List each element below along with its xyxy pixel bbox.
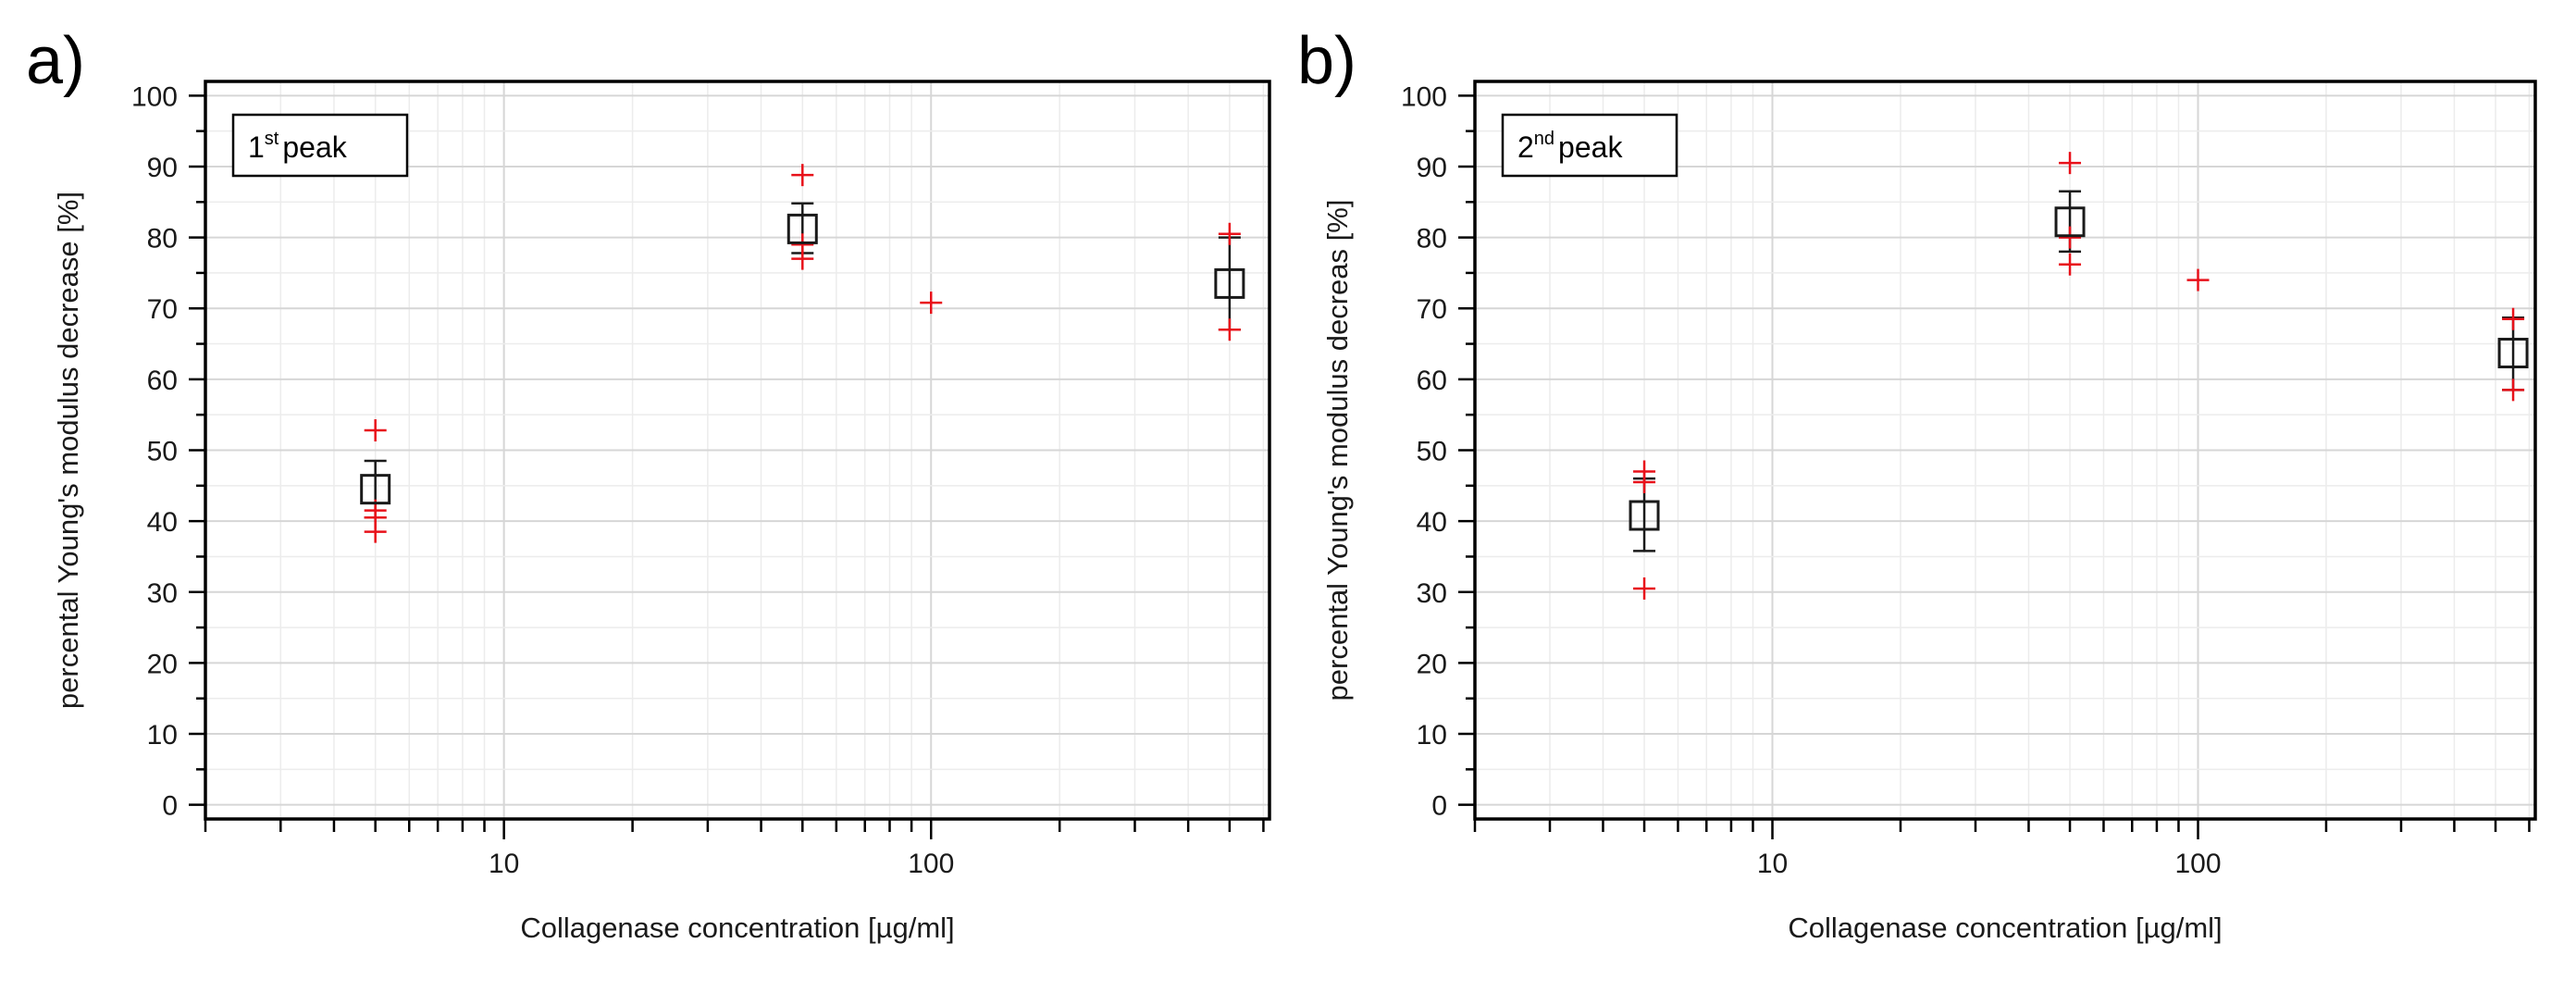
- x-tick-label: 100: [908, 849, 954, 879]
- panel-b-raw-point-8: [2502, 307, 2525, 330]
- panel-a-y-axis-title: percental Young's modulus decrease [%]: [52, 192, 84, 709]
- panel-b-legend-box: 2nd peak: [1501, 113, 1678, 178]
- y-tick-label: 20: [147, 649, 178, 679]
- panel-a-mean-point-2: [786, 213, 818, 244]
- y-tick-label: 50: [147, 437, 178, 467]
- y-tick-label: 10: [147, 720, 178, 751]
- y-tick-label: 50: [1417, 437, 1447, 467]
- y-tick-label: 30: [147, 578, 178, 609]
- panel-b-legend-suffix: peak: [1558, 130, 1623, 164]
- y-tick-label: 100: [1401, 81, 1447, 112]
- panel-a-legend-box: 1st peak: [231, 113, 409, 178]
- y-tick-label: 100: [131, 81, 178, 112]
- y-tick-label: 20: [1417, 649, 1447, 679]
- panel-a: a) 10 100 0 10 20 30 40 50 60 70 80 90 100 1st peak C…: [26, 24, 1271, 944]
- x-tick-label: 10: [489, 849, 519, 879]
- panel-a-legend-superscript: st: [265, 129, 279, 149]
- y-tick-label: 30: [1417, 578, 1447, 609]
- panel-b-raw-point-5: [2059, 226, 2082, 249]
- panel-a-raw-point-9: [1218, 222, 1241, 245]
- y-tick-label: 70: [147, 294, 178, 325]
- y-tick-label: 10: [1417, 720, 1447, 751]
- panel-b-mean-point-3: [2497, 338, 2529, 369]
- panel-b-raw-point-2: [1633, 470, 1656, 493]
- x-tick-label: 10: [1757, 849, 1788, 879]
- panel-b-mean-point-1: [1629, 500, 1660, 531]
- panel-b-raw-point-6: [2059, 253, 2082, 276]
- panel-a-legend-number: 1: [248, 130, 265, 164]
- panel-b-raw-point-9: [2502, 378, 2525, 402]
- panel-b-letter: b): [1297, 24, 1356, 98]
- panel-a-mean-point-1: [360, 474, 391, 505]
- panel-b-raw-point-4: [2059, 152, 2082, 175]
- y-tick-label: 70: [1417, 294, 1447, 325]
- panel-b-legend-superscript: nd: [1534, 129, 1554, 149]
- panel-b-y-axis-title: percental Young's modulus decreas [%]: [1321, 200, 1354, 701]
- y-tick-label: 40: [147, 507, 178, 538]
- panel-a-x-axis-title: Collagenase concentration [µg/ml]: [520, 912, 954, 944]
- y-tick-label: 80: [147, 224, 178, 254]
- panel-a-raw-point-4: [364, 520, 387, 543]
- panel-a-raw-point-8: [920, 292, 943, 315]
- panel-a-grid: [204, 81, 1269, 819]
- y-tick-label: 60: [1417, 366, 1447, 396]
- panel-a-raw-point-5: [791, 164, 814, 187]
- x-tick-label: 100: [2174, 849, 2221, 879]
- panel-a-mean-point-3: [1214, 267, 1245, 299]
- y-tick-label: 60: [147, 366, 178, 396]
- panel-b-legend-number: 2: [1517, 130, 1534, 164]
- panel-b-x-axis-title: Collagenase concentration [µg/ml]: [1788, 912, 2222, 944]
- y-tick-label: 80: [1417, 224, 1447, 254]
- panel-a-letter: a): [26, 24, 85, 98]
- panel-b-raw-point-7: [2186, 268, 2210, 292]
- panel-a-legend-suffix: peak: [282, 130, 347, 164]
- panel-b-data-marks: [1629, 152, 2529, 600]
- y-tick-label: 0: [162, 791, 178, 822]
- panel-b-mean-point-2: [2054, 206, 2086, 238]
- panel-b: b) 10 100 0 10 20 30 40 50 60 70 80 90 100 2nd peak C…: [1297, 24, 2537, 944]
- panel-a-raw-point-10: [1218, 318, 1241, 341]
- panel-a-ticks: 10 100 0 10 20 30 40 50 60 70 80 90 100: [131, 81, 1265, 879]
- panel-a-raw-point-7: [791, 247, 814, 270]
- panel-a-data-marks: [360, 164, 1245, 543]
- y-tick-label: 0: [1431, 791, 1447, 822]
- y-tick-label: 90: [1417, 153, 1447, 183]
- panel-b-grid: [1474, 81, 2535, 819]
- y-tick-label: 90: [147, 153, 178, 183]
- panel-b-raw-point-3: [1633, 577, 1656, 600]
- panel-a-raw-point-1: [364, 419, 387, 442]
- panel-b-ticks: 10 100 0 10 20 30 40 50 60 70 80 90 100: [1401, 81, 2531, 879]
- y-tick-label: 40: [1417, 507, 1447, 538]
